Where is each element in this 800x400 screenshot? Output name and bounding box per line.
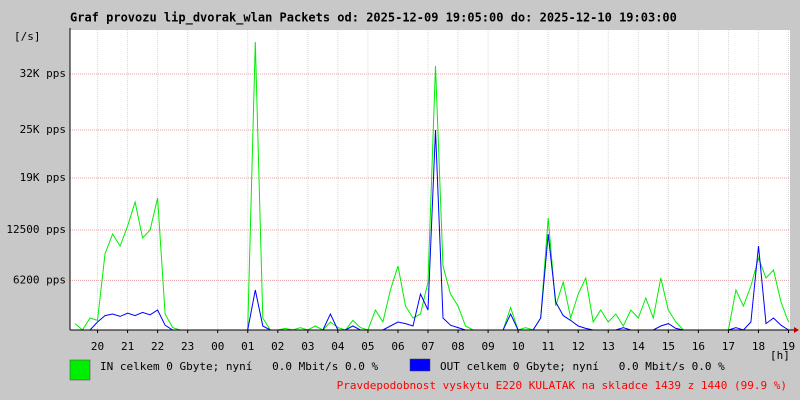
x-tick-label: 02 (271, 340, 284, 353)
x-tick-label: 08 (451, 340, 464, 353)
x-tick-label: 05 (361, 340, 374, 353)
x-tick-label: 18 (752, 340, 765, 353)
x-tick-label: 04 (331, 340, 345, 353)
x-tick-label: 13 (602, 340, 615, 353)
x-axis-label: [h] (770, 349, 790, 362)
x-tick-label: 16 (692, 340, 705, 353)
x-tick-label: 19 (782, 340, 795, 353)
x-tick-label: 00 (211, 340, 224, 353)
x-tick-label: 09 (481, 340, 494, 353)
x-tick-label: 20 (91, 340, 104, 353)
y-tick-label: 19K pps (20, 171, 66, 184)
x-tick-label: 11 (542, 340, 555, 353)
x-tick-label: 10 (511, 340, 524, 353)
x-tick-label: 22 (151, 340, 164, 353)
x-tick-label: 06 (391, 340, 404, 353)
legend-swatch (409, 358, 431, 372)
plot-area (70, 30, 790, 330)
x-tick-label: 01 (241, 340, 254, 353)
y-tick-label: 32K pps (20, 67, 66, 80)
y-tick-label: 6200 pps (13, 273, 66, 286)
y-tick-label: 12500 pps (6, 223, 66, 236)
legend-label: IN celkem 0 Gbyte; nyní 0.0 Mbit/s 0.0 % (100, 360, 379, 373)
chart-title: Graf provozu lip_dvorak_wlan Packets od:… (70, 11, 677, 26)
note: Pravdepodobnost vyskytu E220 KULATAK na … (337, 379, 787, 392)
x-tick-label: 14 (632, 340, 646, 353)
x-tick-label: 21 (121, 340, 134, 353)
legend-swatch (69, 359, 91, 381)
x-tick-label: 03 (301, 340, 314, 353)
y-axis-label: [/s] (14, 30, 41, 43)
x-tick-label: 15 (662, 340, 675, 353)
x-tick-label: 23 (181, 340, 194, 353)
x-tick-label: 17 (722, 340, 735, 353)
x-tick-label: 07 (421, 340, 434, 353)
axis-arrow (794, 327, 799, 333)
legend-label: OUT celkem 0 Gbyte; nyní 0.0 Mbit/s 0.0 … (440, 360, 725, 373)
x-tick-label: 12 (572, 340, 585, 353)
y-tick-label: 25K pps (20, 123, 66, 136)
